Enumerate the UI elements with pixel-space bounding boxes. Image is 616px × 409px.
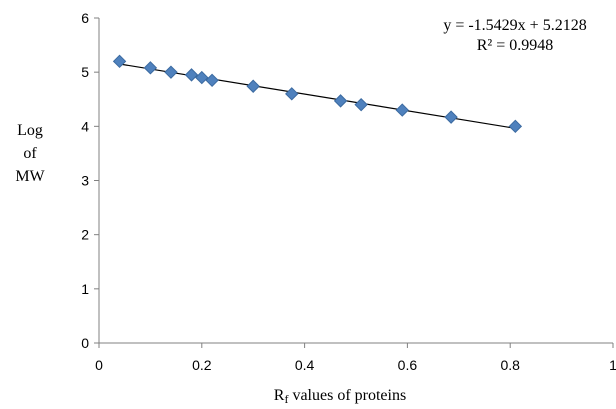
- data-points: [112, 54, 523, 134]
- y-axis-ticks: 0 1 2 3 4 5 6: [81, 10, 99, 351]
- data-point: [333, 94, 348, 108]
- y-tick-label: 1: [81, 281, 89, 297]
- trendline-equation: y = -1.5429x + 5.2128: [443, 17, 586, 34]
- x-tick-label: 0.8: [500, 357, 520, 373]
- y-tick-label: 5: [81, 64, 89, 80]
- x-tick-label: 0: [95, 357, 103, 373]
- data-point: [246, 79, 260, 93]
- data-point: [444, 110, 458, 124]
- y-tick-label: 0: [81, 335, 89, 351]
- x-axis-title: Rf values of proteins: [274, 387, 406, 406]
- y-tick-label: 3: [81, 173, 89, 189]
- y-axis-title-line: Log: [17, 122, 43, 139]
- data-point: [205, 73, 219, 87]
- y-tick-label: 4: [81, 118, 89, 134]
- x-tick-label: 0.6: [398, 357, 418, 373]
- x-axis-ticks: 0 0.2 0.4 0.6 0.8 1: [95, 343, 616, 373]
- y-axis-title: Log of MW: [15, 122, 45, 185]
- x-axis-title-rest: values of proteins: [288, 387, 406, 404]
- data-point: [164, 65, 178, 79]
- y-axis-title-line: MW: [15, 168, 45, 185]
- y-axis-title-line: of: [23, 145, 37, 162]
- data-point: [354, 97, 368, 112]
- x-axis-title-subscript: f: [284, 392, 288, 406]
- data-point: [285, 87, 299, 101]
- data-point: [395, 103, 409, 117]
- y-tick-label: 6: [81, 10, 89, 26]
- r-squared-label: R² = 0.9948: [477, 37, 554, 54]
- x-tick-label: 1: [609, 357, 616, 373]
- data-point: [143, 61, 158, 75]
- data-point: [508, 119, 523, 134]
- y-tick-label: 2: [81, 227, 89, 243]
- x-tick-label: 0.4: [295, 357, 315, 373]
- x-tick-label: 0.2: [192, 357, 212, 373]
- x-axis-title-main: R: [274, 387, 285, 404]
- data-point: [112, 54, 127, 69]
- data-point: [184, 68, 199, 82]
- data-point: [195, 70, 209, 85]
